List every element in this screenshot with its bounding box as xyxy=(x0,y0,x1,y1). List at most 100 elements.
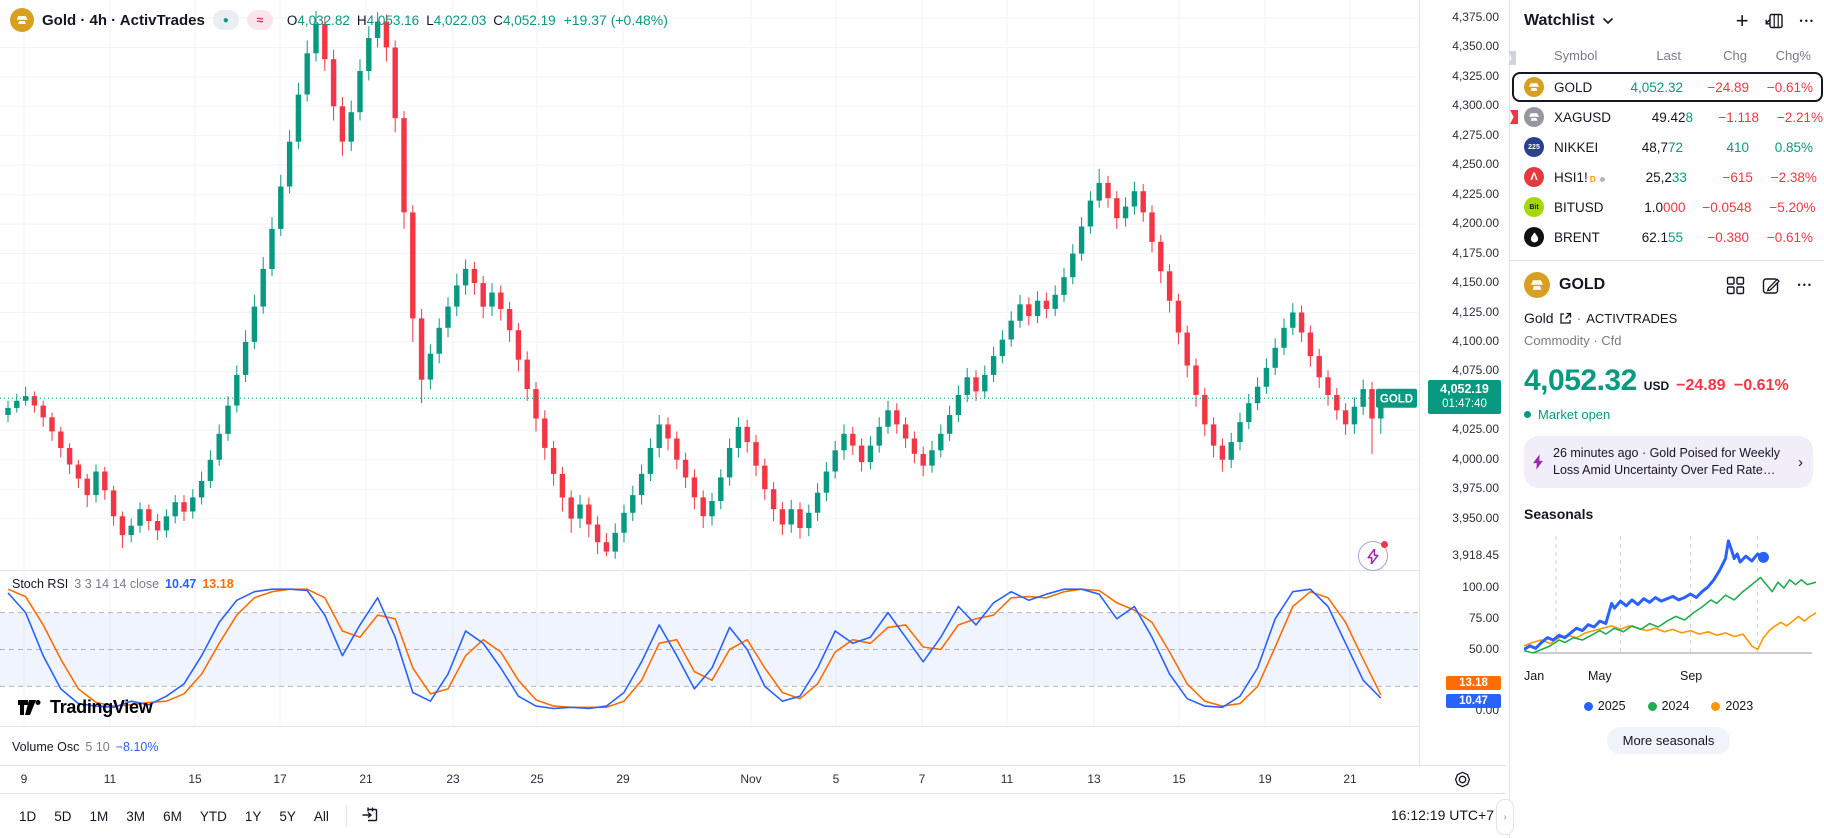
range-button-1d[interactable]: 1D xyxy=(10,804,45,829)
stoch-rsi-pane[interactable] xyxy=(0,570,1418,726)
watchlist-row[interactable]: Bit BITUSD 1.0000 −0.0548 −5.20% xyxy=(1512,192,1823,222)
range-button-3m[interactable]: 3M xyxy=(117,804,154,829)
news-item[interactable]: 26 minutes ago · Gold Poised for Weekly … xyxy=(1524,436,1813,488)
edit-note-icon[interactable] xyxy=(1762,276,1781,295)
price-tick: 4,075.00 xyxy=(1452,363,1499,377)
ohlc-item: O4,032.82 xyxy=(286,12,350,28)
symbol-exchange[interactable]: ACTIVTRADES xyxy=(1586,310,1678,326)
more-seasonals-button[interactable]: More seasonals xyxy=(1606,727,1731,754)
chevron-down-icon[interactable] xyxy=(1602,17,1614,25)
bottom-toolbar: 1D 5D 1M 3M 6M YTD 1Y 5Y All 16:12:19 UTC+7 xyxy=(0,793,1506,838)
row-chg: −0.380 xyxy=(1707,229,1749,245)
row-chgpct: −0.61% xyxy=(1766,79,1813,95)
watchlist-title[interactable]: Watchlist xyxy=(1524,12,1595,29)
time-axis[interactable]: 9 11 15 17 21 23 25 29 Nov 5 7 11 13 15 19 21 xyxy=(0,765,1506,794)
watchlist-row[interactable]: BRENT 62.155 −0.380 −0.61% xyxy=(1512,222,1823,252)
last-price-badge: 4,052.19 01:47:40 xyxy=(1428,380,1501,414)
symbol-more-icon[interactable]: ••• xyxy=(1797,280,1813,290)
col-last[interactable]: Last xyxy=(1656,48,1681,63)
watchlist-more-icon[interactable]: ••• xyxy=(1799,16,1815,26)
row-chgpct: −5.20% xyxy=(1769,199,1816,215)
volume-osc-title: Volume Osc xyxy=(12,740,80,754)
ohlc-values: O4,032.82 H4,053.16 L4,022.03 C4,052.19 xyxy=(287,13,556,28)
symbol-description[interactable]: Gold xyxy=(1524,310,1554,326)
seasonals-legend-item[interactable]: 2024 xyxy=(1647,699,1689,713)
seasonals-legend-item[interactable]: 2023 xyxy=(1711,699,1753,713)
range-button-all[interactable]: All xyxy=(305,804,338,829)
watchlist-row[interactable]: XAGUSD 49.428 −1.118 −2.21% xyxy=(1510,102,1824,132)
session-settings-icon[interactable] xyxy=(1454,771,1471,788)
volume-osc-value: −8.10% xyxy=(115,740,159,754)
chart-region: GOLD Gold · 4h · ActivTrades ● ≈ O4,032.… xyxy=(0,0,1507,838)
time-tick: 21 xyxy=(359,772,373,786)
time-tick: 21 xyxy=(1343,772,1357,786)
range-button-ytd[interactable]: YTD xyxy=(191,804,236,829)
external-link-icon[interactable] xyxy=(1559,312,1572,325)
watchlist-row[interactable]: Λ HSI1! D 25,233 −615 −2.38% xyxy=(1512,162,1823,192)
price-chart-canvas[interactable]: GOLD xyxy=(0,0,1418,570)
time-tick: 9 xyxy=(20,772,28,786)
col-chg[interactable]: Chg xyxy=(1723,48,1747,63)
dot-icon: ● xyxy=(222,14,229,26)
flag-icon[interactable] xyxy=(1510,110,1518,124)
gold-symbol-icon xyxy=(1524,272,1550,298)
symbol-currency: USD xyxy=(1643,379,1670,393)
row-chgpct: −2.21% xyxy=(1776,109,1824,125)
symbol-name[interactable]: GOLD xyxy=(1559,276,1606,293)
indicator-approx-toggle[interactable]: ≈ xyxy=(246,10,273,30)
symbol-icon xyxy=(1524,227,1544,247)
row-last: 62.155 xyxy=(1641,229,1683,245)
seasonals-legend-item[interactable]: 2025 xyxy=(1583,699,1626,713)
time-tick: Nov xyxy=(740,772,762,786)
layout-grid-icon[interactable] xyxy=(1726,276,1745,295)
volume-osc-params: 5 10 xyxy=(85,740,110,754)
lightning-icon xyxy=(1533,454,1543,470)
col-symbol[interactable]: Symbol xyxy=(1554,48,1598,63)
panel-columns-icon[interactable] xyxy=(1765,12,1784,30)
row-symbol: BRENT xyxy=(1554,229,1600,245)
go-to-date-button[interactable] xyxy=(355,801,386,831)
stoch-params: 3 3 14 14 close xyxy=(74,577,160,591)
chevron-right-icon: › xyxy=(1798,453,1803,471)
symbol-icon: Bit xyxy=(1524,197,1544,217)
ohlc-item: H4,053.16 xyxy=(356,12,420,28)
price-tick: 3,950.00 xyxy=(1452,511,1499,525)
add-symbol-button[interactable]: + xyxy=(1735,8,1749,33)
row-last: 1.0000 xyxy=(1644,199,1686,215)
symbol-icon: 225 xyxy=(1524,137,1544,157)
symbol-icon: Λ xyxy=(1524,167,1544,187)
time-tick: 11 xyxy=(1000,772,1014,786)
range-button-5y[interactable]: 5Y xyxy=(270,804,305,829)
panel-collapse-handle[interactable]: › xyxy=(1496,799,1514,835)
row-last: 25,233 xyxy=(1645,169,1687,185)
watchlist-row[interactable]: 225 NIKKEI 48,772 410 0.85% xyxy=(1512,132,1823,162)
watchlist-row[interactable]: GOLD 4,052.32 −24.89 −0.61% xyxy=(1512,72,1823,102)
volume-osc-legend[interactable]: Volume Osc 5 10 −8.10% xyxy=(12,740,158,754)
range-button-5d[interactable]: 5D xyxy=(45,804,80,829)
watchlist-rows: GOLD 4,052.32 −24.89 −0.61% XAGUSD 49.42… xyxy=(1510,72,1824,252)
row-symbol: XAGUSD xyxy=(1554,109,1612,125)
chart-symbol-title[interactable]: Gold · 4h · ActivTrades xyxy=(42,11,205,29)
seasonals-legend: 2025 2024 2023 xyxy=(1524,699,1813,713)
svg-text:GOLD: GOLD xyxy=(1380,393,1413,405)
stoch-rsi-legend[interactable]: Stoch RSI 3 3 14 14 close 10.47 13.18 xyxy=(12,577,234,591)
row-last: 48,772 xyxy=(1641,139,1683,155)
range-button-6m[interactable]: 6M xyxy=(154,804,191,829)
range-button-1m[interactable]: 1M xyxy=(81,804,118,829)
price-axis[interactable]: 4,375.00 4,350.00 4,325.00 4,300.00 4,275.00… xyxy=(1419,0,1507,765)
price-tick: 4,200.00 xyxy=(1452,216,1499,230)
clock-display[interactable]: 16:12:19 UTC+7 xyxy=(1390,807,1494,823)
row-symbol: NIKKEI xyxy=(1554,139,1599,155)
row-last: 49.428 xyxy=(1651,109,1694,125)
range-button-1y[interactable]: 1Y xyxy=(236,804,271,829)
seasonals-title: Seasonals xyxy=(1524,506,1594,522)
row-chgpct: −0.61% xyxy=(1766,229,1813,245)
news-flash-button[interactable] xyxy=(1358,541,1388,571)
time-tick: 19 xyxy=(1258,772,1272,786)
row-chgpct: 0.85% xyxy=(1774,139,1813,155)
col-chgpct[interactable]: Chg% xyxy=(1775,48,1811,63)
indicator-dot-toggle[interactable]: ● xyxy=(212,10,239,30)
tradingview-logo[interactable]: TradingView xyxy=(18,697,153,718)
gold-symbol-icon xyxy=(10,8,34,32)
